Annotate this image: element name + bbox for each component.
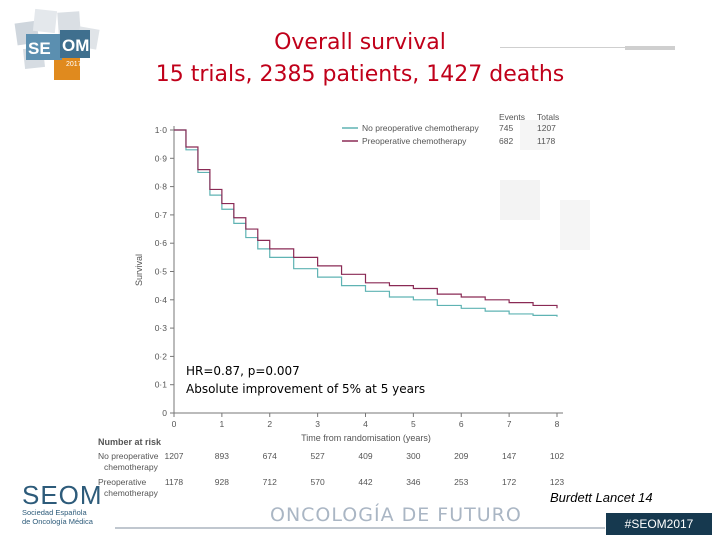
y-tick-label: 0·3 — [155, 323, 168, 333]
y-tick-label: 1·0 — [155, 125, 168, 135]
y-axis-ticks: 0 0·1 0·2 0·3 0·4 0·5 0·6 0·7 0·8 0·9 1·0 — [155, 125, 174, 418]
slide-title: Overall survival — [274, 30, 446, 55]
risk-row-label-preop-line1: Preoperative — [98, 477, 147, 487]
x-tick-label: 5 — [411, 419, 416, 429]
x-tick-label: 3 — [315, 419, 320, 429]
legend-totals-no-preop: 1207 — [537, 123, 556, 133]
y-tick-label: 0·7 — [155, 210, 168, 220]
seom-2017-cube-logo: SE OM 2017 — [14, 8, 100, 80]
hazard-ratio-annotation: HR=0.87, p=0.007 Absolute improvement of… — [186, 362, 425, 398]
risk-value: 346 — [406, 477, 421, 487]
y-tick-label: 0·8 — [155, 182, 168, 192]
citation: Burdett Lancet 14 — [550, 490, 653, 505]
series-line-no-preop — [174, 129, 558, 317]
y-tick-label: 0·4 — [155, 295, 168, 305]
risk-value: 442 — [358, 477, 373, 487]
x-tick-label: 7 — [507, 419, 512, 429]
cube-logo-text-om: OM — [62, 36, 89, 55]
legend-totals-preop: 1178 — [537, 136, 556, 146]
x-tick-label: 0 — [172, 419, 177, 429]
cube-logo-text-se: SE — [28, 39, 51, 58]
seom-logo: SEOM Sociedad Española de Oncología Médi… — [22, 482, 103, 526]
legend-events-no-preop: 745 — [499, 123, 513, 133]
risk-value: 674 — [262, 451, 277, 461]
risk-value: 893 — [214, 451, 229, 461]
legend-label-no-preop: No preoperative chemotherapy — [362, 123, 479, 133]
x-tick-label: 6 — [459, 419, 464, 429]
risk-value: 712 — [262, 477, 277, 487]
risk-value: 172 — [502, 477, 517, 487]
legend-label-preop: Preoperative chemotherapy — [362, 136, 467, 146]
x-tick-label: 2 — [267, 419, 272, 429]
x-tick-label: 1 — [220, 419, 225, 429]
risk-row-label-no-preop-line1: No preoperative — [98, 451, 159, 461]
x-tick-label: 4 — [363, 419, 368, 429]
y-tick-label: 0·9 — [155, 153, 168, 163]
legend-events-preop: 682 — [499, 136, 513, 146]
risk-value: 300 — [406, 451, 421, 461]
risk-value: 928 — [214, 477, 229, 487]
y-tick-label: 0·2 — [155, 351, 168, 361]
risk-row-label-preop-line2: chemotherapy — [104, 488, 158, 498]
absolute-improvement-text: Absolute improvement of 5% at 5 years — [186, 382, 426, 396]
footer-tagline: ONCOLOGÍA DE FUTURO — [270, 504, 522, 526]
risk-value: 253 — [454, 477, 469, 487]
risk-value: 102 — [549, 451, 565, 461]
seom-logo-sub-line1: Sociedad Española — [22, 508, 87, 517]
risk-value: 1207 — [164, 451, 184, 461]
legend-header-totals: Totals — [537, 112, 559, 122]
x-axis-ticks: 0 1 2 3 4 5 6 7 8 — [172, 413, 560, 429]
series-line-preop — [174, 129, 558, 309]
risk-value: 123 — [549, 477, 565, 487]
seom-logo-sub-line2: de Oncología Médica — [22, 517, 93, 526]
number-at-risk-header: Number at risk — [98, 437, 162, 447]
cube-logo-year: 2017 — [66, 61, 82, 68]
x-axis-label: Time from randomisation (years) — [301, 433, 431, 443]
risk-value: 1178 — [164, 477, 184, 487]
risk-row-label-no-preop-line2: chemotherapy — [104, 462, 158, 472]
y-tick-label: 0·1 — [155, 380, 168, 390]
y-tick-label: 0·6 — [155, 238, 168, 248]
risk-value: 409 — [358, 451, 373, 461]
risk-value: 209 — [454, 451, 469, 461]
legend-header-events: Events — [499, 112, 525, 122]
y-tick-label: 0·5 — [155, 267, 168, 277]
series-lines — [174, 129, 558, 317]
footer-divider — [115, 527, 605, 529]
chart-legend: Events Totals No preoperative chemothera… — [342, 112, 559, 146]
seom-logo-text: SEOM — [22, 480, 103, 510]
slide-subtitle: 15 trials, 2385 patients, 1427 deaths — [155, 62, 565, 87]
hazard-ratio-text: HR=0.87, p=0.007 — [186, 364, 300, 378]
risk-value: 570 — [310, 477, 325, 487]
title-divider — [500, 47, 625, 48]
chart-axes — [173, 126, 563, 414]
risk-value: 147 — [502, 451, 517, 461]
hashtag-badge: #SEOM2017 — [606, 513, 712, 535]
title-divider-accent — [625, 46, 675, 50]
risk-value: 527 — [310, 451, 325, 461]
x-tick-label: 8 — [555, 419, 560, 429]
y-tick-label: 0 — [162, 408, 167, 418]
y-axis-label: Survival — [134, 254, 144, 286]
